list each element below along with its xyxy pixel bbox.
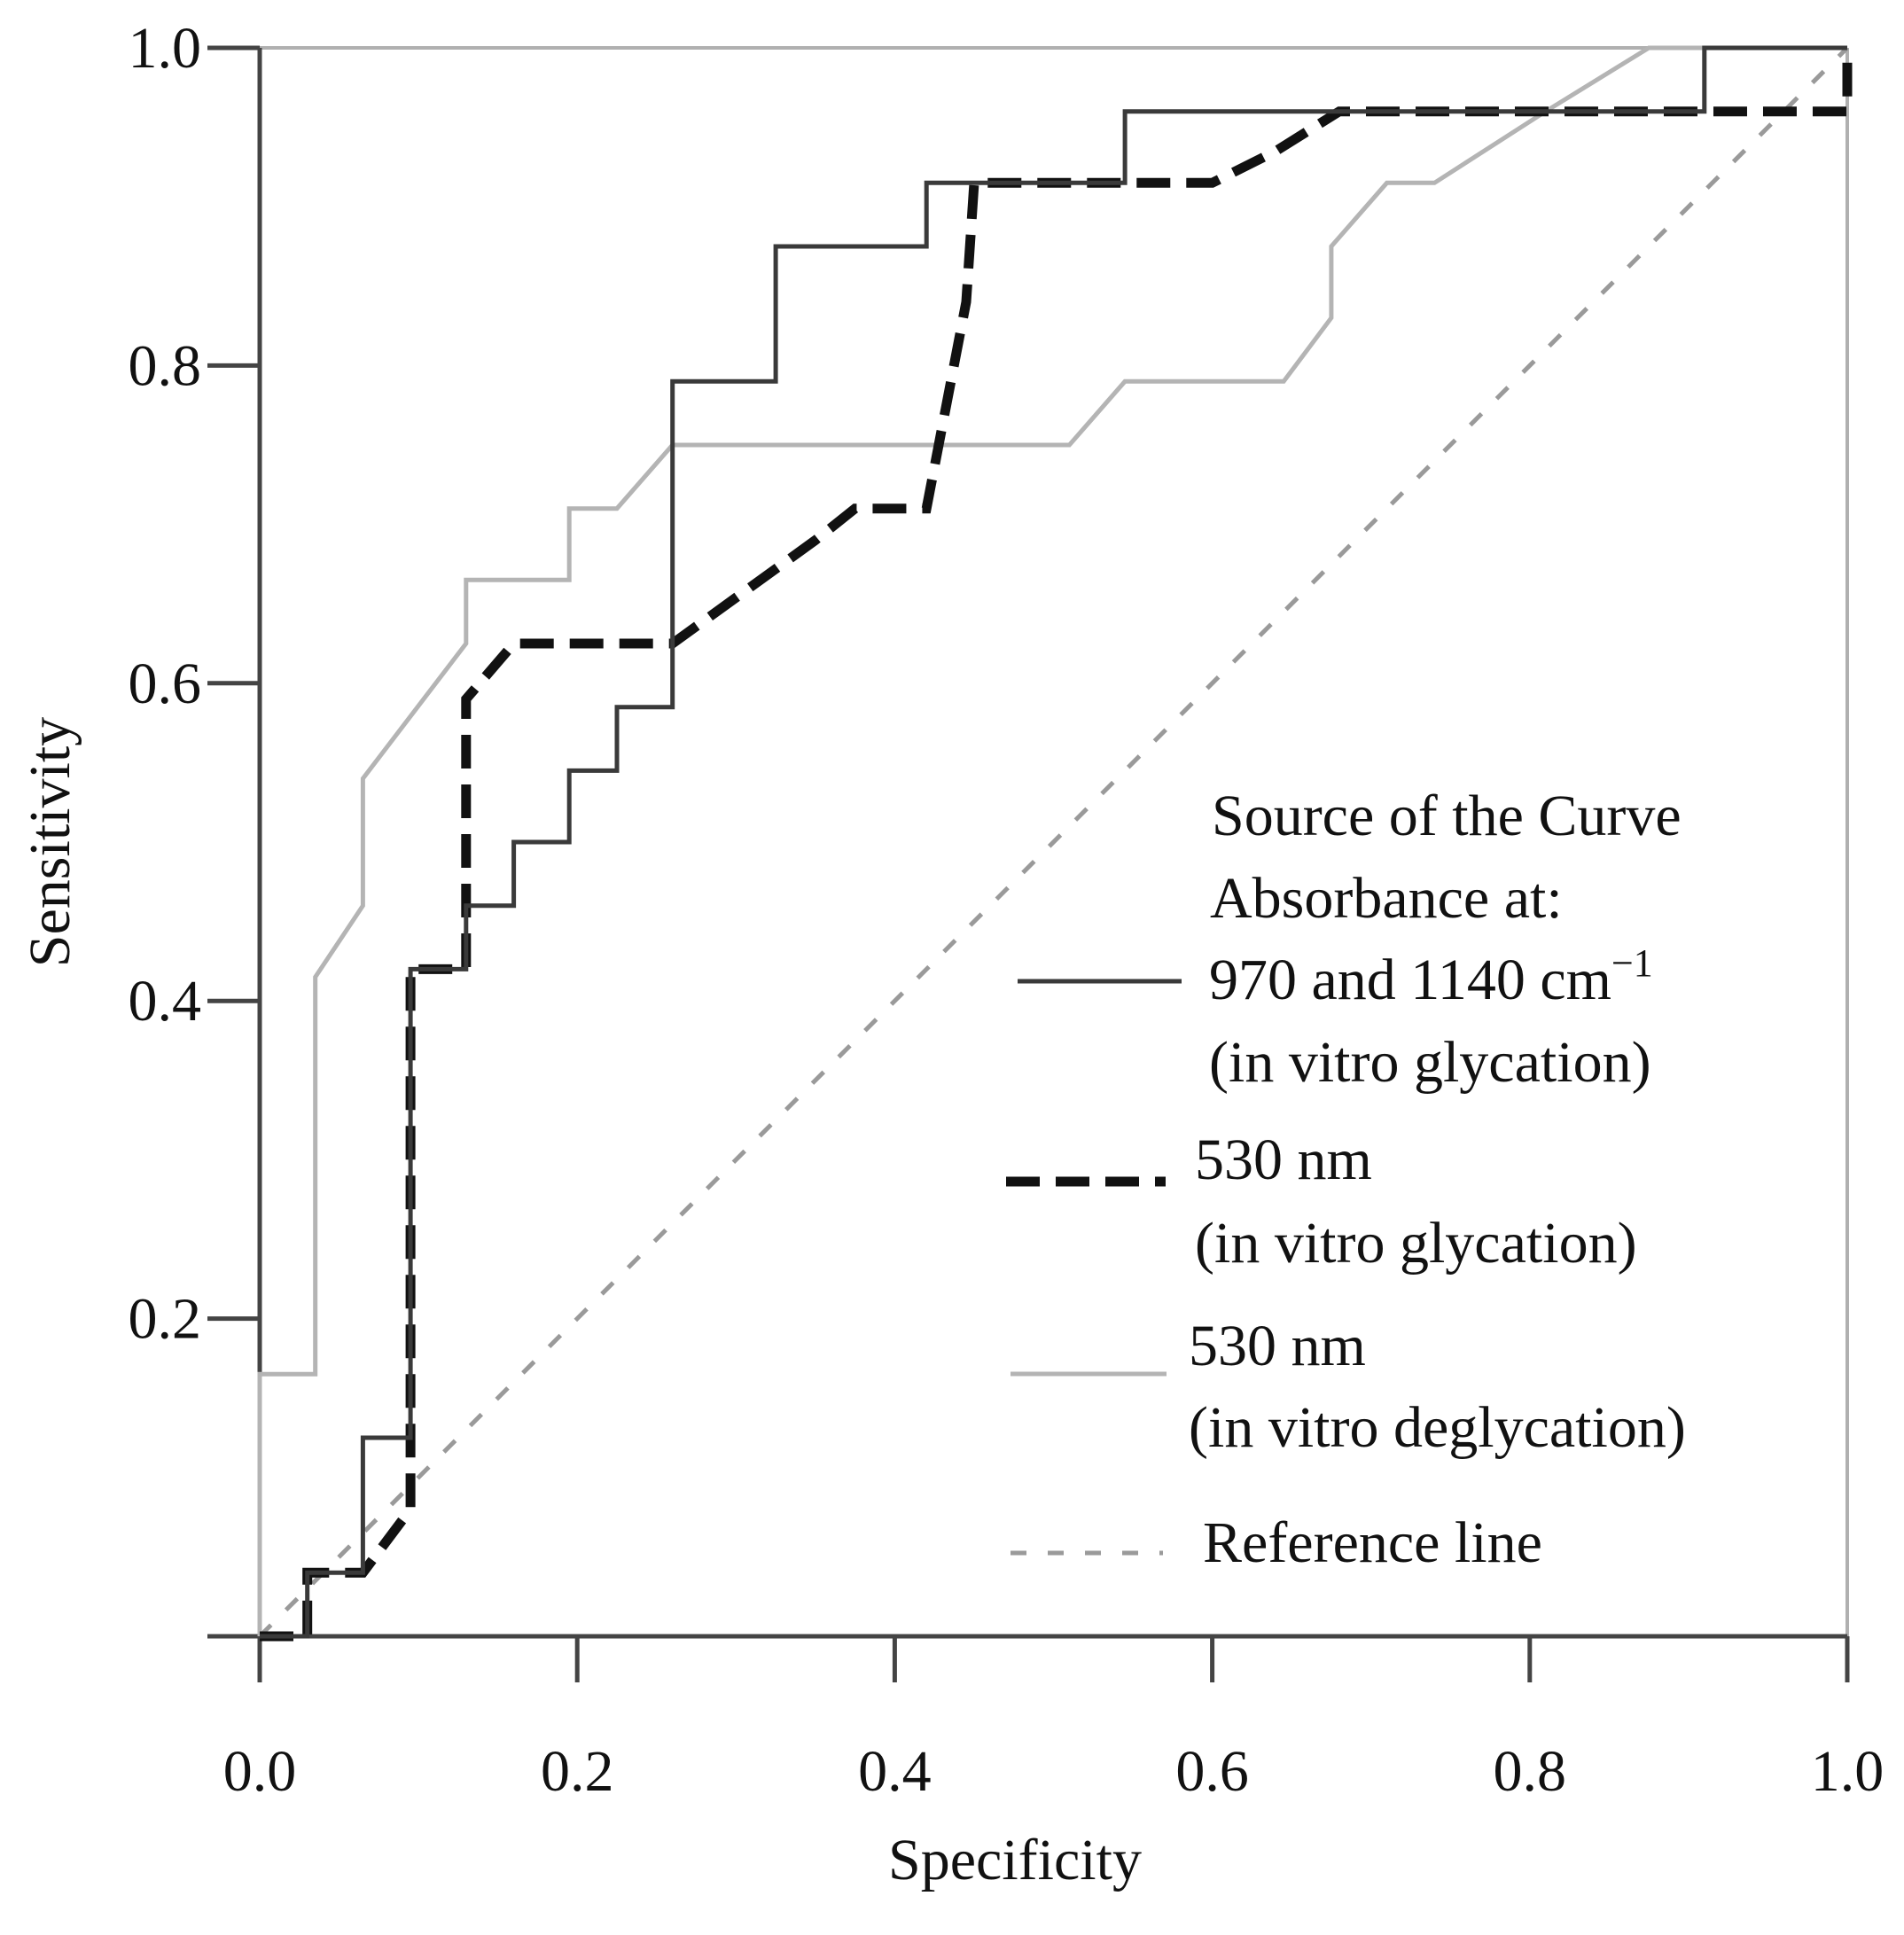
x-axis-title: Specificity (888, 1828, 1142, 1892)
y-tick-label-2: 0.6 (129, 652, 202, 716)
legend-label-530-deglycation-line2: (in vitro deglycation) (1189, 1395, 1686, 1460)
y-axis-title: Sensitivity (18, 717, 82, 967)
series-line-530-nm-in-vitro-deglycation (257, 45, 1847, 1636)
y-tick-label-3: 0.8 (129, 333, 202, 398)
series-line-530-nm-in-vitro-glycation (260, 48, 1853, 1642)
legend-label-reference-line: Reference line (1203, 1510, 1542, 1575)
legend-label-970-1140-main: 970 and 1140 cm (1209, 948, 1611, 1012)
x-tick-label-1: 0.2 (541, 1739, 614, 1804)
series-layer (257, 45, 1853, 1642)
x-tick-label-4: 0.8 (1494, 1739, 1567, 1804)
series-line-reference-line (258, 46, 1849, 1638)
legend-label-530-glycation-line2: (in vitro glycation) (1195, 1211, 1637, 1276)
y-ticks: 0.2 0.4 0.6 0.8 1.0 (129, 16, 260, 1352)
x-tick-label-3: 0.6 (1175, 1739, 1249, 1804)
series-line-970-and-1140-cm-1-in-vitro-glycation (260, 45, 1847, 1639)
y-tick-label-0: 0.2 (129, 1287, 202, 1352)
x-tick-label-2: 0.4 (858, 1739, 932, 1804)
y-tick-label-4: 1.0 (129, 16, 202, 81)
legend: Source of the Curve Absorbance at: 970 a… (1006, 784, 1686, 1575)
legend-title-line2: Absorbance at: (1210, 866, 1563, 931)
x-tick-label-0: 0.0 (223, 1739, 297, 1804)
legend-label-970-1140-superscript: −1 (1611, 941, 1653, 985)
x-tick-label-5: 1.0 (1811, 1739, 1884, 1804)
legend-label-970-1140-line2: (in vitro glycation) (1209, 1030, 1651, 1095)
legend-label-970-1140: 970 and 1140 cm−1 (1209, 941, 1653, 1012)
legend-label-530-deglycation: 530 nm (1189, 1314, 1366, 1378)
legend-label-530-glycation: 530 nm (1195, 1127, 1372, 1192)
x-ticks: 0.0 0.2 0.4 0.6 0.8 1.0 (223, 1636, 1884, 1804)
y-tick-label-1: 0.4 (129, 969, 202, 1034)
legend-title-line1: Source of the Curve (1212, 784, 1682, 848)
